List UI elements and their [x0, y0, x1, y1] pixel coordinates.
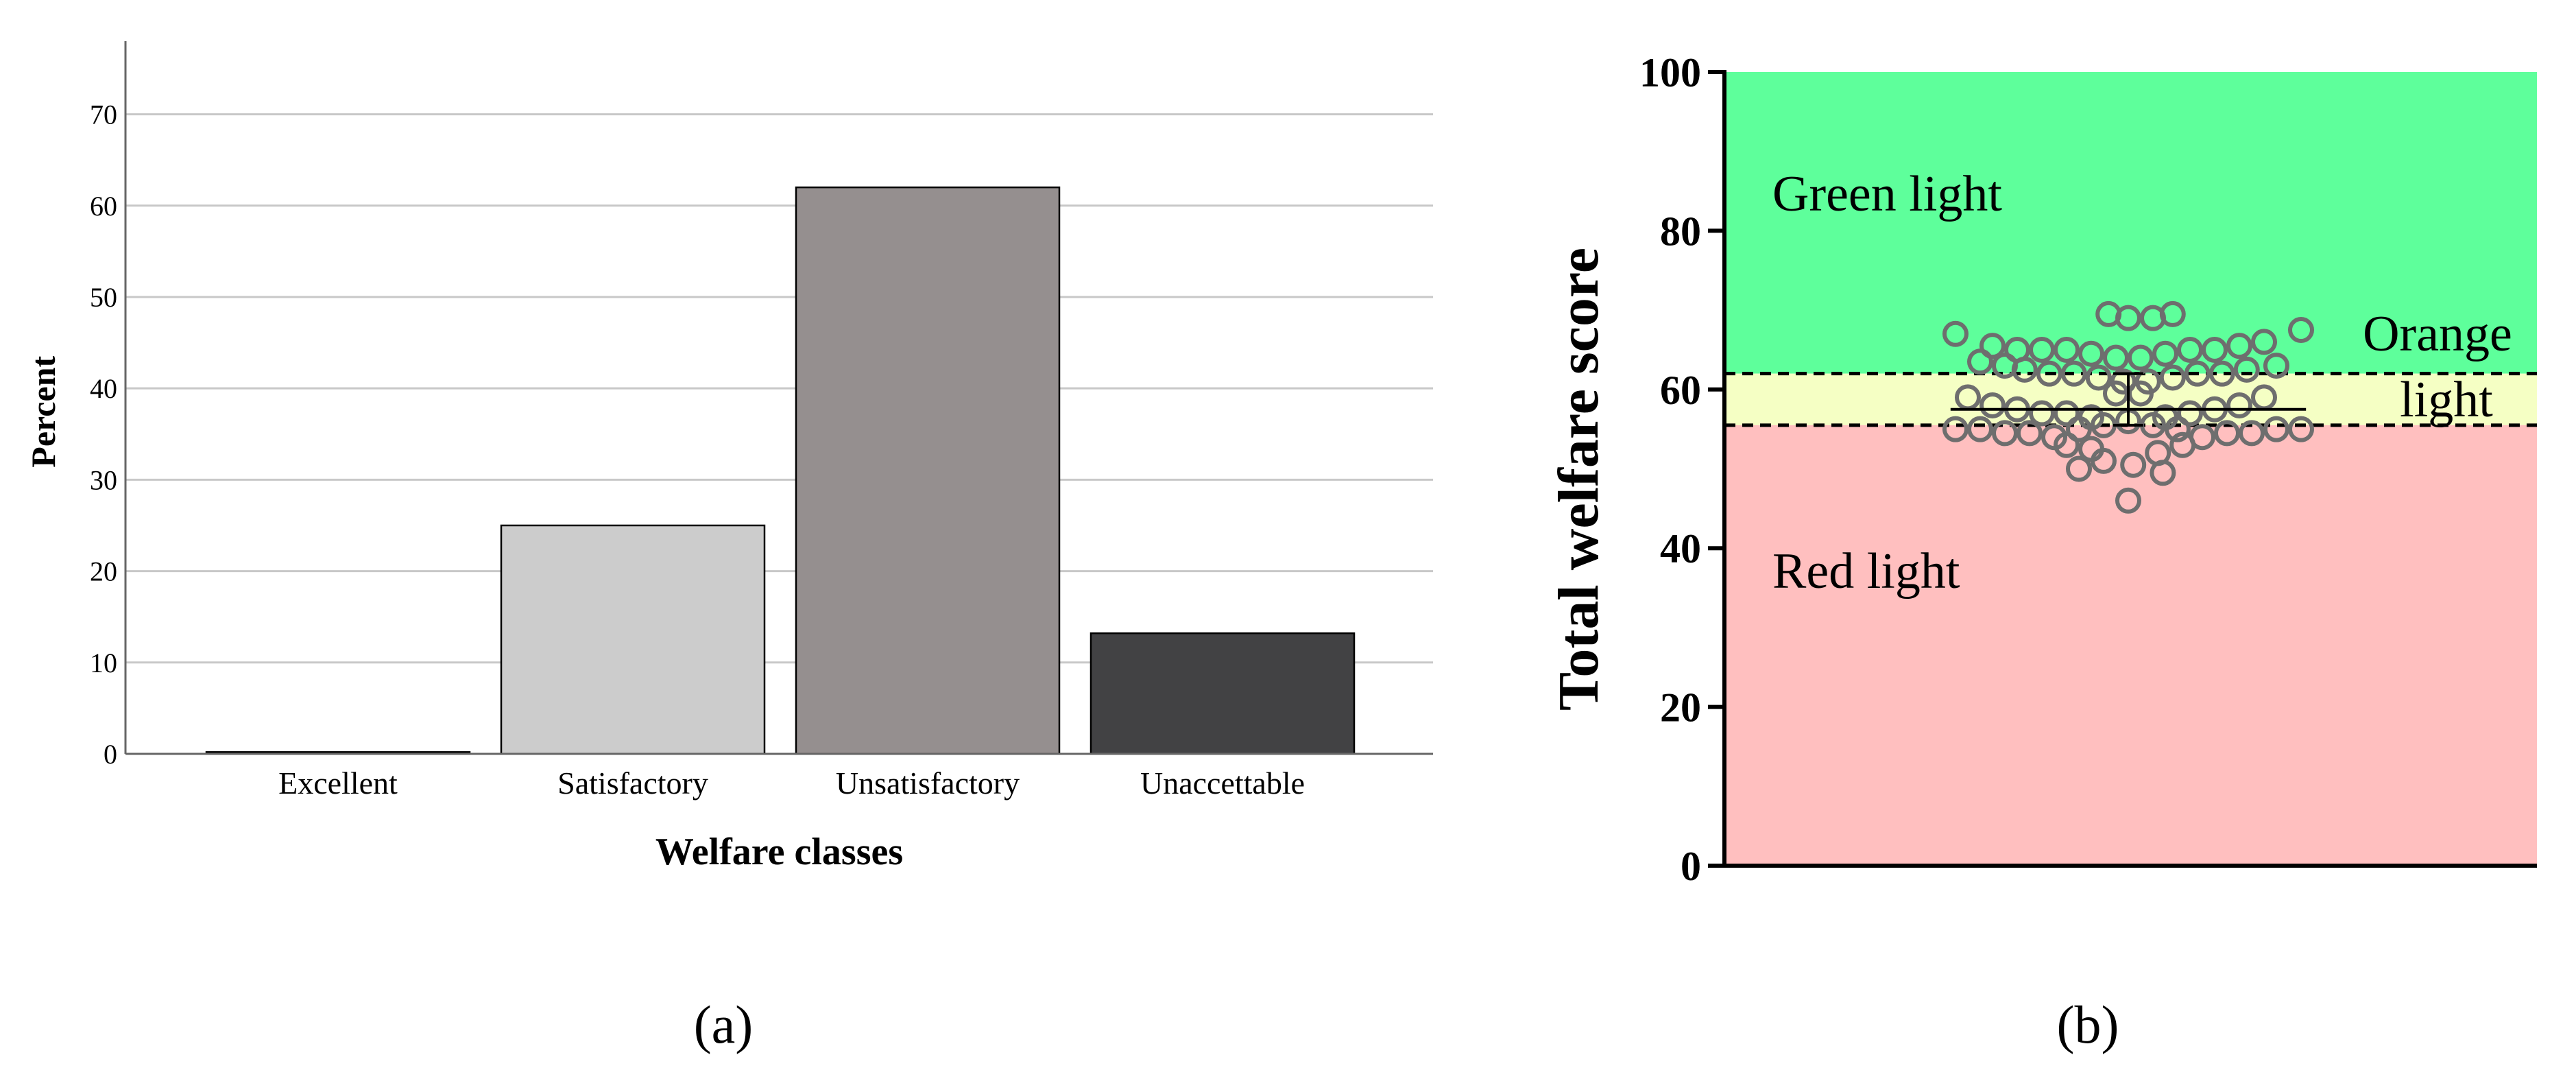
zone-green-light [1724, 72, 2537, 374]
category-label: Excellent [278, 766, 398, 801]
score-point [2011, 356, 2038, 383]
welfare-score-chart: 0 20 40 60 80 100 Green light Orange light Re… [1547, 50, 2537, 889]
y-tick-label: 20 [1660, 685, 1701, 731]
score-point [2152, 340, 2178, 367]
score-point [2288, 317, 2314, 344]
y-tick-label: 70 [90, 99, 117, 130]
y-tick-label: 20 [90, 556, 117, 587]
y-tick-label: 100 [1639, 50, 1701, 95]
y-tick-label: 50 [90, 282, 117, 313]
y-tick-label: 30 [90, 464, 117, 495]
bar-unsatisfactory [795, 186, 1061, 755]
x-category-labels: Excellent Satisfactory Unsatisfactory Unacc… [278, 766, 1305, 801]
y-tick-label: 0 [1681, 844, 1701, 889]
score-point [2029, 336, 2055, 363]
y-tick-label: 0 [104, 739, 117, 770]
score-point [2226, 392, 2252, 418]
score-point [2159, 364, 2186, 391]
y-axis-title: Total welfare score [1547, 248, 1611, 711]
score-point [2214, 420, 2240, 447]
traffic-light-zones [1724, 72, 2537, 866]
y-axis-title: Percent [24, 356, 62, 468]
orange-light-label-line-1: Orange [2363, 306, 2512, 362]
score-point [2159, 300, 2186, 327]
score-point [2085, 364, 2112, 391]
score-point [2165, 416, 2191, 442]
y-tick-label: 10 [90, 648, 117, 678]
score-point [2029, 400, 2055, 427]
y-tick-label: 80 [1660, 209, 1701, 254]
score-point [2115, 487, 2141, 514]
score-point [1942, 320, 1969, 347]
score-point [2226, 333, 2252, 359]
y-ticks: 0 20 40 60 80 100 [1639, 50, 1724, 889]
panel-b-label: (b) [2057, 995, 2119, 1054]
y-gridlines [125, 113, 1433, 664]
score-point [2239, 420, 2265, 447]
y-tick-label: 60 [90, 191, 117, 222]
x-axis-title: Welfare classes [655, 831, 903, 873]
score-point [2017, 420, 2043, 447]
score-point [2066, 416, 2092, 442]
score-point [2054, 400, 2080, 427]
category-label: Unaccettable [1140, 766, 1305, 801]
score-point [2288, 416, 2314, 442]
score-point [2184, 360, 2211, 387]
bar-unaccettable [1090, 632, 1356, 755]
mean-error-bar [1950, 372, 2307, 427]
score-point [1967, 348, 1993, 375]
score-point [2060, 360, 2087, 387]
score-point [2208, 360, 2235, 387]
score-point [2054, 336, 2080, 363]
green-light-label: Green light [1772, 166, 2002, 222]
bars [205, 186, 1356, 755]
score-point [2066, 455, 2092, 482]
score-point [2120, 451, 2147, 478]
category-label: Unsatisfactory [836, 766, 1020, 801]
y-tick-label: 40 [1660, 526, 1701, 571]
score-point [2054, 431, 2080, 458]
panel-a-label: (a) [694, 995, 754, 1054]
score-point [2115, 305, 2141, 331]
score-point [2103, 344, 2129, 371]
red-light-label: Red light [1772, 543, 1960, 600]
orange-light-label-line-2: light [2400, 372, 2493, 428]
score-point [2263, 353, 2289, 379]
score-point [2128, 344, 2154, 371]
bar-satisfactory [500, 524, 766, 755]
category-label: Satisfactory [557, 766, 708, 801]
bar-chart: 0 10 20 30 40 50 60 70 Excellent Satisfactory Uns… [24, 41, 1433, 873]
score-point [2263, 416, 2289, 442]
score-point [2036, 360, 2062, 387]
score-point [1979, 392, 2006, 418]
score-point [2202, 336, 2228, 363]
score-point [2091, 447, 2117, 474]
score-point [2177, 400, 2203, 427]
score-point [2078, 340, 2104, 367]
threshold-lines [1724, 372, 2537, 427]
score-point [2150, 460, 2176, 486]
score-point [1979, 333, 2006, 359]
score-point [1942, 416, 1969, 442]
score-point [2251, 329, 2277, 355]
y-tick-label: 60 [1660, 368, 1701, 413]
score-point [2233, 356, 2260, 383]
score-point [2169, 431, 2196, 458]
score-point [1967, 416, 1993, 442]
score-points [1942, 300, 2314, 514]
y-tick-labels: 0 10 20 30 40 50 60 70 [90, 99, 117, 770]
y-tick-label: 40 [90, 373, 117, 404]
zone-red-light [1724, 425, 2537, 866]
score-point [2177, 336, 2203, 363]
score-point [1992, 420, 2018, 447]
